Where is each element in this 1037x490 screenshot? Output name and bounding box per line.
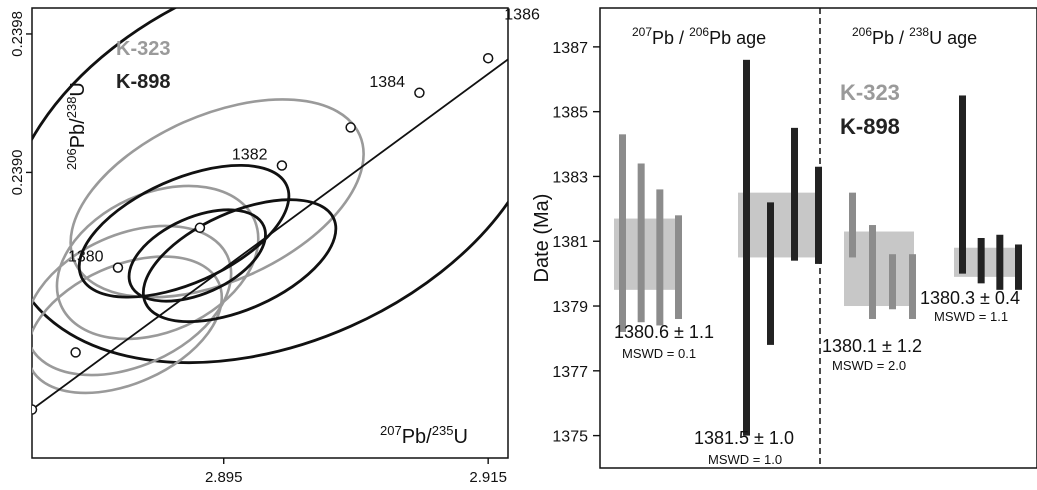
weighted-mean-label: 1380.6 ± 1.1 bbox=[614, 322, 714, 342]
x-label-text2: U bbox=[453, 426, 467, 448]
y-label-text1: Pb/ bbox=[67, 118, 89, 148]
concordia-age-label: 1380 bbox=[68, 249, 104, 266]
analysis-bar-k-323 bbox=[909, 254, 916, 319]
concordia-y-axis-label: 206Pb/238U bbox=[64, 82, 89, 170]
analysis-bar-k-323 bbox=[675, 215, 682, 319]
uncertainty-ellipses bbox=[32, 8, 508, 395]
analysis-bar-k-323 bbox=[889, 254, 896, 310]
concordia-frame bbox=[31, 7, 509, 459]
concordia-point bbox=[276, 160, 288, 171]
concordia-x-axis-label: 207Pb/235U bbox=[380, 423, 468, 448]
mean-band-k-898 bbox=[738, 192, 820, 258]
concordia-age-labels: 1380 1382 1384 1386 bbox=[68, 6, 540, 265]
x-tick-label: 2.895 bbox=[205, 469, 243, 486]
concordia-point bbox=[345, 122, 356, 133]
x-label-sup1: 207 bbox=[380, 423, 402, 438]
x-label-text1: Pb/ bbox=[402, 426, 432, 448]
date-y-tick-label: 1377 bbox=[552, 364, 588, 381]
y-label-sup2: 238 bbox=[64, 97, 79, 119]
date-y-tick-label: 1385 bbox=[552, 105, 588, 122]
panel1-sup1: 207 bbox=[632, 25, 652, 39]
y-label-text2: U bbox=[67, 82, 89, 96]
panel2-text2: U age bbox=[929, 28, 977, 48]
mswd-label: MSWD = 1.1 bbox=[934, 309, 1008, 324]
analysis-bars bbox=[619, 59, 1022, 436]
ellipse-k-898 bbox=[141, 198, 338, 324]
weighted-mean-label: 1380.1 ± 1.2 bbox=[822, 336, 922, 356]
concordia-age-label: 1384 bbox=[369, 74, 405, 91]
concordia-point bbox=[112, 262, 124, 273]
panel2-text1: Pb / bbox=[872, 28, 909, 48]
concordia-point bbox=[482, 52, 494, 64]
date-legend-k898: K-898 bbox=[840, 114, 900, 139]
x-label-sup2: 235 bbox=[432, 423, 454, 438]
analysis-bar-k-898 bbox=[959, 95, 966, 274]
panel1-text1: Pb / bbox=[652, 28, 689, 48]
ellipse-k-323 bbox=[55, 184, 260, 341]
concordia-point bbox=[70, 347, 81, 358]
ellipse-k-323 bbox=[32, 224, 233, 377]
ellipse-k-898 bbox=[32, 8, 508, 365]
panel1-text2: Pb age bbox=[709, 28, 766, 48]
panel-title-pb206-u238: 206Pb / 238U age bbox=[852, 25, 977, 48]
y-label-sup1: 206 bbox=[64, 148, 79, 170]
analysis-bar-k-898 bbox=[977, 238, 985, 284]
ellipse-k-898 bbox=[127, 208, 267, 303]
concordia-point bbox=[414, 87, 425, 99]
date-chart: 1375 1377 1379 1381 1383 1385 1387 1380.6 ± 1.… bbox=[531, 7, 1037, 469]
concordia-ticks: 2.895 2.915 0.2398 0.2390 bbox=[9, 11, 507, 486]
date-legend-k323: K-323 bbox=[840, 80, 900, 105]
date-y-tick-label: 1375 bbox=[552, 429, 588, 446]
date-y-axis-label: Date (Ma) bbox=[531, 194, 553, 283]
analysis-bar-k-323 bbox=[637, 163, 645, 323]
panel2-sup2: 238 bbox=[909, 25, 929, 39]
analysis-bar-k-898 bbox=[1015, 244, 1022, 290]
analysis-bar-k-898 bbox=[791, 127, 798, 261]
mean-labels: 1380.6 ± 1.1 MSWD = 0.1 1381.5 ± 1.0 MSWD =… bbox=[614, 288, 1020, 467]
concordia-point bbox=[194, 222, 206, 234]
concordia-point bbox=[550, 21, 559, 30]
concordia-point bbox=[32, 404, 38, 415]
concordia-age-label: 1386 bbox=[504, 6, 540, 23]
date-frame bbox=[599, 7, 1037, 469]
legend-k323: K-323 bbox=[116, 38, 170, 60]
ellipse-k-323 bbox=[69, 98, 365, 299]
date-y-tick-label: 1383 bbox=[552, 169, 588, 186]
analysis-bar-k-898 bbox=[767, 202, 774, 345]
date-ticks: 1375 1377 1379 1381 1383 1385 1387 bbox=[552, 40, 600, 446]
panel2-sup1: 206 bbox=[852, 25, 872, 39]
date-y-tick-label: 1387 bbox=[552, 40, 588, 57]
weighted-mean-label: 1380.3 ± 0.4 bbox=[920, 288, 1020, 308]
ellipse-k-323 bbox=[32, 255, 224, 395]
analysis-bar-k-323 bbox=[849, 192, 856, 258]
mean-bands bbox=[614, 192, 1020, 307]
concordia-line bbox=[32, 58, 508, 411]
ellipse-k-898 bbox=[77, 163, 291, 299]
y-tick-label: 0.2390 bbox=[9, 149, 26, 195]
weighted-mean-label: 1381.5 ± 1.0 bbox=[694, 428, 794, 448]
analysis-bar-k-898 bbox=[996, 234, 1004, 290]
y-tick-label: 0.2398 bbox=[9, 11, 26, 57]
concordia-age-label: 1382 bbox=[232, 147, 268, 164]
panel-title-pb207-pb206: 207Pb / 206Pb age bbox=[632, 25, 766, 48]
mswd-label: MSWD = 2.0 bbox=[832, 358, 906, 373]
panel1-sup2: 206 bbox=[689, 25, 709, 39]
analysis-bar-k-323 bbox=[869, 225, 876, 319]
analysis-bar-k-898 bbox=[743, 59, 750, 436]
analysis-bar-k-323 bbox=[656, 189, 664, 326]
mswd-label: MSWD = 0.1 bbox=[622, 346, 696, 361]
concordia-curve bbox=[32, 21, 559, 415]
date-y-tick-label: 1381 bbox=[552, 234, 588, 251]
legend-k898: K-898 bbox=[116, 71, 170, 93]
analysis-bar-k-323 bbox=[619, 134, 626, 332]
mswd-label: MSWD = 1.0 bbox=[708, 452, 782, 467]
analysis-bar-k-898 bbox=[815, 166, 822, 264]
x-tick-label: 2.915 bbox=[469, 469, 507, 486]
date-y-tick-label: 1379 bbox=[552, 299, 588, 316]
